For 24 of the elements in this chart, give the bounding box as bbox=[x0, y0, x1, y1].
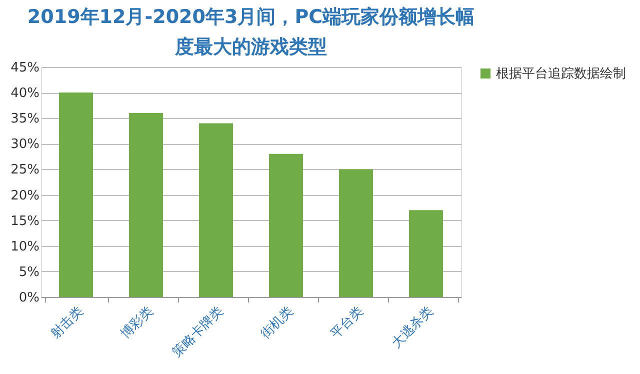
bar bbox=[129, 113, 163, 297]
y-tick-label: 15% bbox=[10, 214, 40, 229]
bar bbox=[339, 169, 373, 297]
y-tick-label: 40% bbox=[10, 86, 40, 102]
y-tick-label: 35% bbox=[10, 112, 40, 127]
bar bbox=[199, 123, 233, 297]
bar bbox=[409, 210, 443, 297]
x-tick-label: 平台类 bbox=[328, 304, 366, 342]
y-tick-label: 20% bbox=[10, 188, 40, 204]
y-tick-label: 25% bbox=[10, 162, 40, 178]
bar bbox=[59, 92, 93, 297]
x-tick-label: 博彩类 bbox=[118, 304, 156, 342]
x-tick-label: 大逃杀类 bbox=[389, 304, 436, 352]
x-tick-label: 策略卡牌类 bbox=[170, 304, 226, 360]
y-tick-label: 30% bbox=[10, 137, 40, 152]
bar bbox=[269, 154, 303, 297]
chart-title: 2019年12月-2020年3月间，PC端玩家份额增长幅度最大的游戏类型 bbox=[27, 6, 475, 58]
legend-label: 根据平台追踪数据绘制 bbox=[496, 66, 626, 82]
y-tick-label: 0% bbox=[18, 290, 40, 306]
y-tick-label: 45% bbox=[10, 60, 40, 76]
x-tick-label: 街机类 bbox=[258, 304, 296, 342]
x-tick-label: 射击类 bbox=[48, 304, 86, 342]
y-tick-label: 5% bbox=[18, 264, 40, 280]
y-tick-label: 10% bbox=[10, 239, 40, 254]
